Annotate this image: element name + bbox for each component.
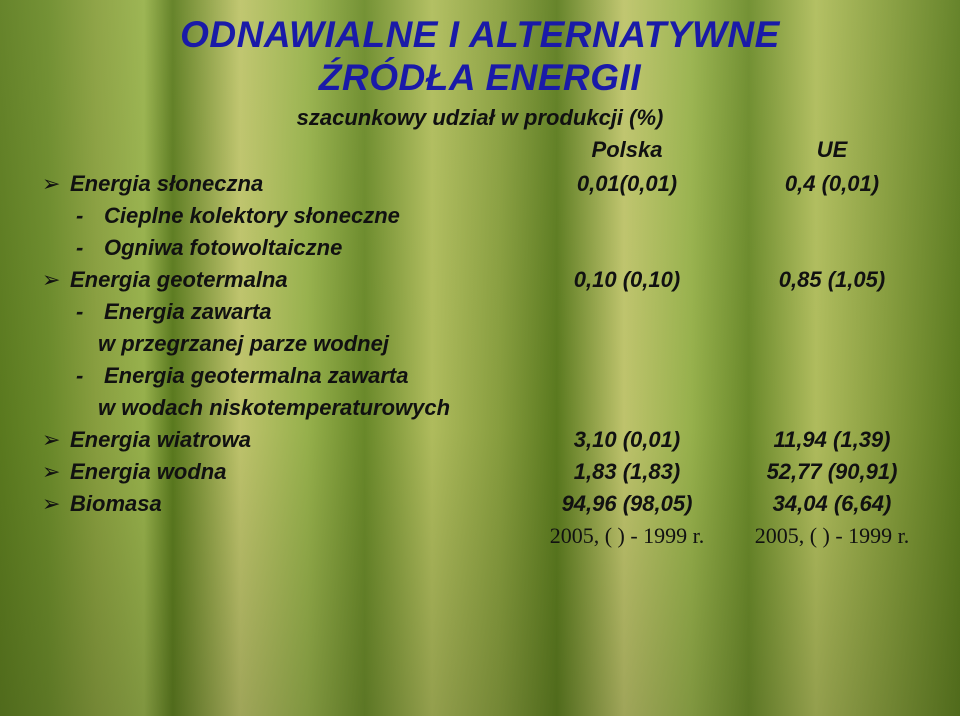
footnote-pl: 2005, ( ) - 1999 r. xyxy=(512,523,742,549)
title: ODNAWIALNE I ALTERNATYWNE ŹRÓDŁA ENERGII xyxy=(42,14,918,99)
dash-icon: - xyxy=(70,235,104,261)
label-geo: Energia geotermalna xyxy=(70,267,512,293)
bullet-icon: ➢ xyxy=(42,171,70,197)
row-geo: ➢ Energia geotermalna 0,10 (0,10) 0,85 (… xyxy=(42,267,918,293)
label-water: Energia wodna xyxy=(70,459,512,485)
row-solar-sub1: - Cieplne kolektory słoneczne xyxy=(42,203,918,229)
val-solar-pl: 0,01(0,01) xyxy=(512,171,742,197)
label-geo-sub2: Energia geotermalna zawarta xyxy=(104,363,918,389)
row-solar-sub2: - Ogniwa fotowoltaiczne xyxy=(42,235,918,261)
title-line2: ŹRÓDŁA ENERGII xyxy=(319,57,641,98)
col-header-ue: UE xyxy=(742,137,922,163)
row-wind: ➢ Energia wiatrowa 3,10 (0,01) 11,94 (1,… xyxy=(42,427,918,453)
row-solar: ➢ Energia słoneczna 0,01(0,01) 0,4 (0,01… xyxy=(42,171,918,197)
val-water-ue: 52,77 (90,91) xyxy=(742,459,922,485)
label-solar: Energia słoneczna xyxy=(70,171,512,197)
bullet-icon: ➢ xyxy=(42,459,70,485)
col-spacer xyxy=(42,137,512,163)
column-headers: Polska UE xyxy=(42,137,918,163)
footnote-spacer xyxy=(42,523,512,549)
footnote-row: 2005, ( ) - 1999 r. 2005, ( ) - 1999 r. xyxy=(42,523,918,549)
label-geo-sub1: Energia zawarta xyxy=(104,299,918,325)
dash-icon: - xyxy=(70,203,104,229)
footnote-ue: 2005, ( ) - 1999 r. xyxy=(742,523,922,549)
row-biomass: ➢ Biomasa 94,96 (98,05) 34,04 (6,64) xyxy=(42,491,918,517)
bullet-icon: ➢ xyxy=(42,491,70,517)
label-geo-sub2b: w wodach niskotemperaturowych xyxy=(98,395,918,421)
row-geo-sub2b: w wodach niskotemperaturowych xyxy=(42,395,918,421)
val-wind-pl: 3,10 (0,01) xyxy=(512,427,742,453)
label-biomass: Biomasa xyxy=(70,491,512,517)
col-header-polska: Polska xyxy=(512,137,742,163)
bullet-icon: ➢ xyxy=(42,267,70,293)
bullet-icon: ➢ xyxy=(42,427,70,453)
val-geo-pl: 0,10 (0,10) xyxy=(512,267,742,293)
row-water: ➢ Energia wodna 1,83 (1,83) 52,77 (90,91… xyxy=(42,459,918,485)
content: ODNAWIALNE I ALTERNATYWNE ŹRÓDŁA ENERGII… xyxy=(0,0,960,549)
row-geo-sub2: - Energia geotermalna zawarta xyxy=(42,363,918,389)
val-biomass-ue: 34,04 (6,64) xyxy=(742,491,922,517)
label-geo-sub1b: w przegrzanej parze wodnej xyxy=(98,331,918,357)
label-solar-sub2: Ogniwa fotowoltaiczne xyxy=(104,235,918,261)
dash-icon: - xyxy=(70,363,104,389)
val-wind-ue: 11,94 (1,39) xyxy=(742,427,922,453)
subtitle: szacunkowy udział w produkcji (%) xyxy=(42,105,918,131)
dash-icon: - xyxy=(70,299,104,325)
val-biomass-pl: 94,96 (98,05) xyxy=(512,491,742,517)
val-solar-ue: 0,4 (0,01) xyxy=(742,171,922,197)
title-line1: ODNAWIALNE I ALTERNATYWNE xyxy=(180,14,780,55)
label-wind: Energia wiatrowa xyxy=(70,427,512,453)
slide-root: ODNAWIALNE I ALTERNATYWNE ŹRÓDŁA ENERGII… xyxy=(0,0,960,716)
val-geo-ue: 0,85 (1,05) xyxy=(742,267,922,293)
label-solar-sub1: Cieplne kolektory słoneczne xyxy=(104,203,918,229)
row-geo-sub1: - Energia zawarta xyxy=(42,299,918,325)
row-geo-sub1b: w przegrzanej parze wodnej xyxy=(42,331,918,357)
val-water-pl: 1,83 (1,83) xyxy=(512,459,742,485)
